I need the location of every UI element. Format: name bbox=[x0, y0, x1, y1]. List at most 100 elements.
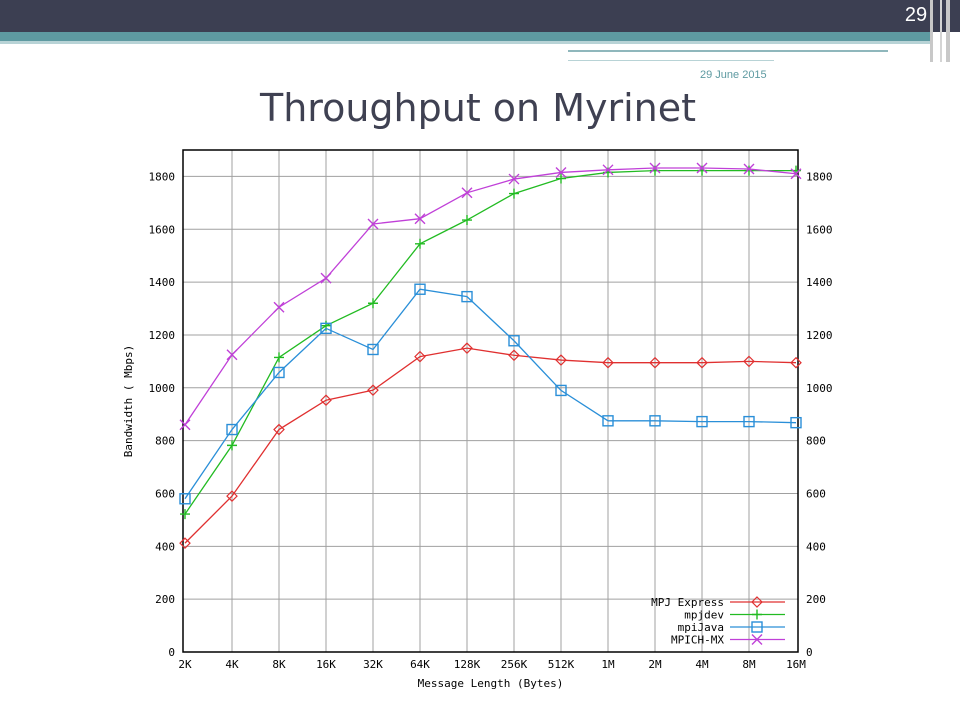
x-tick-label: 8K bbox=[272, 658, 286, 671]
y-tick-label-right: 0 bbox=[806, 646, 813, 659]
data-point-plus bbox=[744, 165, 754, 176]
data-point-square bbox=[696, 415, 708, 428]
data-point-plus bbox=[180, 509, 190, 520]
data-point-plus bbox=[752, 609, 762, 620]
x-tick-label: 4M bbox=[695, 658, 709, 671]
data-point-square bbox=[751, 621, 763, 633]
slide-date: 29 June 2015 bbox=[700, 69, 767, 81]
legend-label: MPICH-MX bbox=[671, 634, 724, 647]
data-point-square bbox=[555, 384, 567, 397]
chart-series bbox=[179, 162, 802, 549]
data-point-plus bbox=[462, 215, 472, 226]
y-tick-label-left: 800 bbox=[155, 435, 175, 448]
decorative-rule bbox=[568, 50, 888, 52]
data-point-x bbox=[751, 634, 763, 645]
y-tick-label-right: 1400 bbox=[806, 276, 833, 289]
data-point-square bbox=[367, 343, 379, 356]
y-tick-label-right: 200 bbox=[806, 593, 826, 606]
slide-number: 29 bbox=[904, 4, 928, 26]
data-point-diamond bbox=[508, 349, 520, 362]
y-tick-label-right: 1600 bbox=[806, 223, 833, 236]
y-tick-label-left: 600 bbox=[155, 487, 175, 500]
y-tick-label-right: 1000 bbox=[806, 382, 833, 395]
data-point-diamond bbox=[602, 356, 614, 369]
data-point-square bbox=[602, 415, 614, 427]
y-tick-label-left: 1000 bbox=[149, 382, 176, 395]
decorative-rule-thin bbox=[568, 60, 774, 61]
data-point-x bbox=[555, 166, 567, 178]
x-tick-label: 1M bbox=[601, 658, 615, 671]
y-axis-label: Bandwidth ( Mbps) bbox=[122, 345, 135, 458]
legend-label: MPJ Express bbox=[651, 596, 724, 609]
data-point-x bbox=[649, 162, 661, 174]
data-point-diamond bbox=[414, 350, 426, 363]
data-point-x bbox=[414, 213, 426, 225]
chart-grid bbox=[183, 150, 798, 652]
header-bar bbox=[0, 0, 960, 32]
data-point-x bbox=[602, 164, 614, 176]
series-line bbox=[184, 347, 797, 544]
data-point-diamond bbox=[461, 342, 473, 355]
data-point-x bbox=[226, 349, 238, 361]
data-point-diamond bbox=[179, 537, 191, 549]
decorative-vertical-line bbox=[946, 0, 950, 62]
data-point-diamond bbox=[226, 490, 238, 502]
data-point-diamond bbox=[273, 423, 285, 436]
y-tick-label-left: 400 bbox=[155, 540, 175, 553]
x-tick-label: 2K bbox=[178, 658, 192, 671]
data-point-diamond bbox=[743, 355, 755, 368]
legend-label: mpjdev bbox=[684, 609, 724, 622]
y-tick-label-right: 1800 bbox=[806, 170, 833, 183]
series-line bbox=[184, 169, 796, 515]
data-point-square bbox=[461, 290, 473, 303]
accent-bar-light bbox=[0, 41, 930, 44]
data-point-x bbox=[273, 301, 285, 313]
data-point-plus bbox=[509, 188, 519, 199]
x-tick-label: 64K bbox=[410, 658, 430, 671]
data-point-x bbox=[461, 187, 473, 199]
data-point-plus bbox=[368, 298, 378, 309]
data-point-square bbox=[508, 335, 520, 347]
x-tick-label: 4K bbox=[225, 658, 239, 671]
data-point-square bbox=[226, 423, 238, 436]
x-tick-label: 8M bbox=[742, 658, 756, 671]
data-point-plus bbox=[556, 173, 566, 184]
data-point-x bbox=[743, 163, 755, 175]
x-axis-label: Message Length (Bytes) bbox=[418, 677, 564, 690]
data-point-x bbox=[508, 173, 520, 185]
x-tick-label: 32K bbox=[363, 658, 383, 671]
data-point-square bbox=[273, 366, 285, 379]
data-point-x bbox=[696, 162, 708, 174]
y-tick-label-left: 200 bbox=[155, 593, 175, 606]
accent-bar bbox=[0, 32, 930, 41]
series-mpijava bbox=[179, 283, 802, 505]
data-point-diamond bbox=[555, 354, 567, 366]
data-point-square bbox=[414, 283, 426, 295]
data-point-square bbox=[649, 415, 661, 427]
y-tick-label-right: 1200 bbox=[806, 329, 833, 342]
x-tick-label: 16K bbox=[316, 658, 336, 671]
series-line bbox=[184, 288, 797, 500]
y-tick-label-left: 0 bbox=[168, 646, 175, 659]
y-tick-label-left: 1200 bbox=[149, 329, 176, 342]
x-tick-label: 512K bbox=[548, 658, 575, 671]
y-tick-label-right: 600 bbox=[806, 487, 826, 500]
data-point-x bbox=[320, 272, 332, 284]
chart-axes: 0 0 200 200 400 400 600 600 800 800 1000 1000 1200 12… bbox=[122, 149, 833, 690]
data-point-x bbox=[179, 419, 191, 431]
decorative-vertical-line bbox=[940, 0, 942, 62]
data-point-plus bbox=[274, 352, 284, 363]
data-point-diamond bbox=[790, 356, 802, 369]
x-tick-label: 16M bbox=[786, 658, 806, 671]
data-point-diamond bbox=[751, 596, 763, 608]
y-tick-label-right: 800 bbox=[806, 435, 826, 448]
series-mpjdev bbox=[180, 165, 801, 520]
slide-title: Throughput on Myrinet bbox=[260, 86, 697, 130]
data-point-x bbox=[367, 218, 379, 230]
y-tick-label-right: 400 bbox=[806, 540, 826, 553]
data-point-square bbox=[320, 322, 332, 335]
data-point-square bbox=[743, 415, 755, 428]
series-mpj-express bbox=[179, 342, 802, 549]
legend-label: mpiJava bbox=[678, 621, 724, 634]
